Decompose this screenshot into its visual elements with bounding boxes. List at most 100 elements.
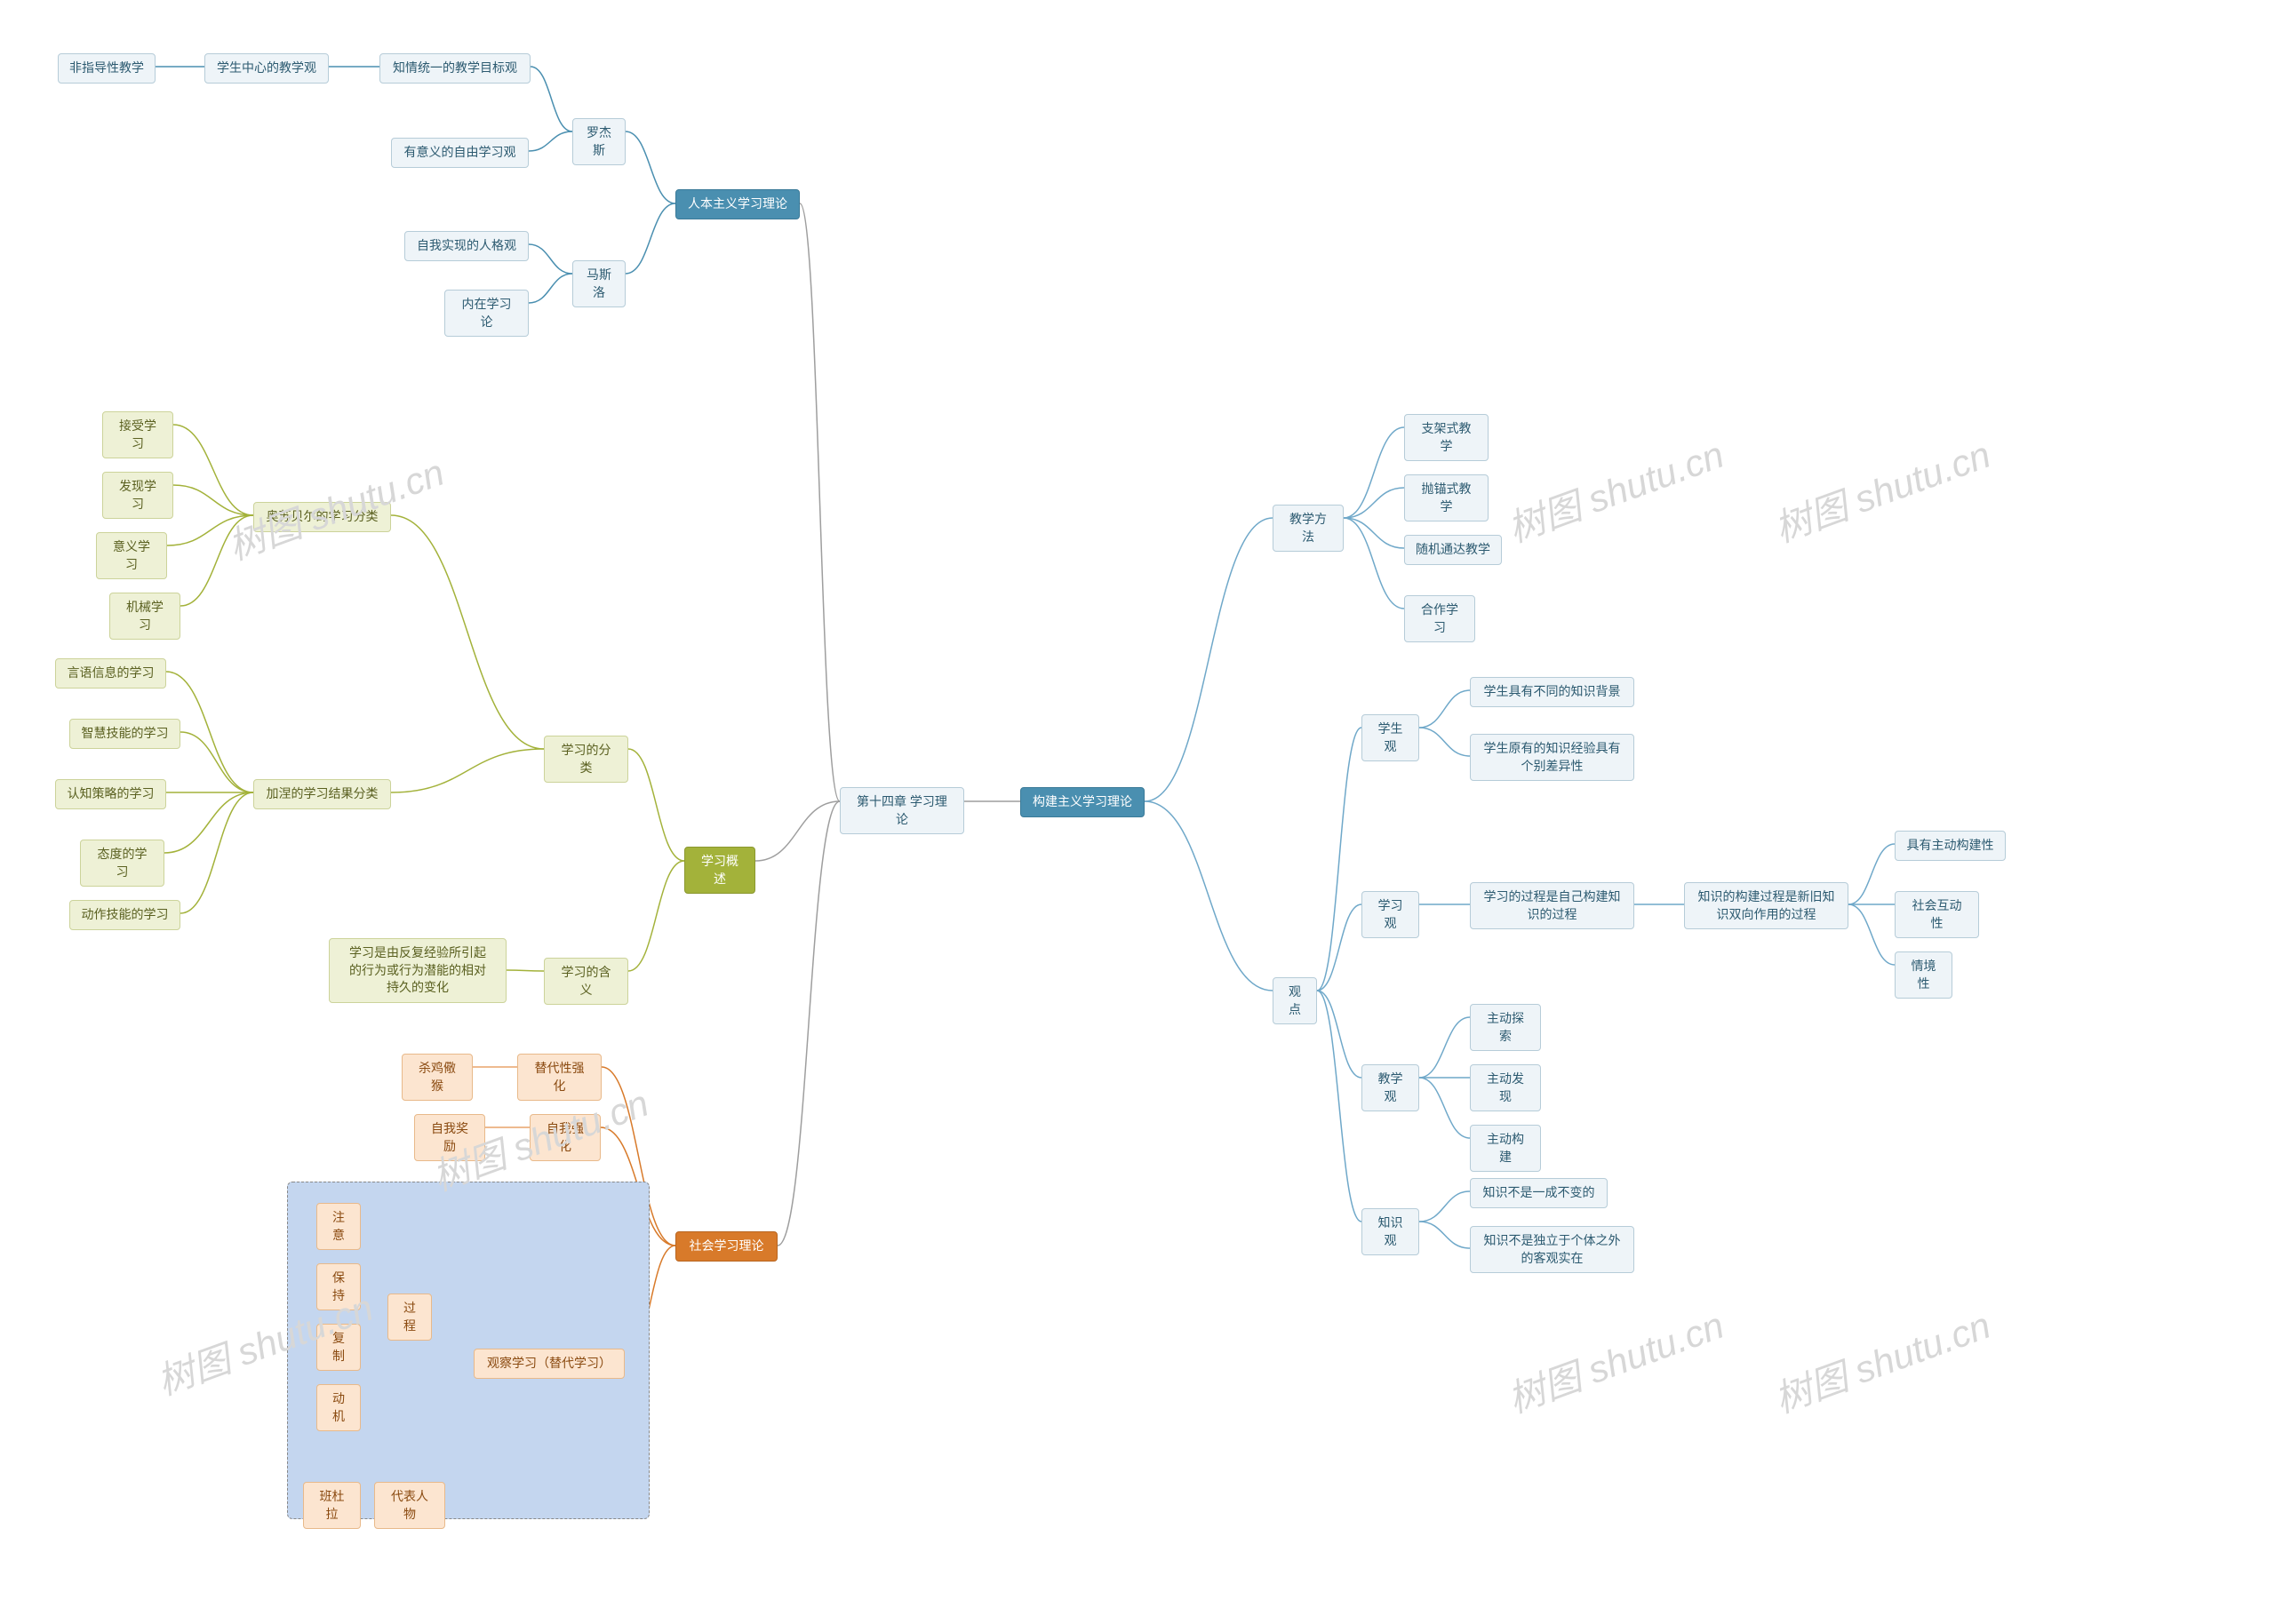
- link-construct-viewpoint: [1145, 801, 1273, 991]
- node-process: 过程: [387, 1294, 432, 1341]
- watermark: 树图 shutu.cn: [1766, 425, 1997, 553]
- node-self: 自我强化: [530, 1114, 601, 1161]
- node-rep: 代表人物: [374, 1482, 445, 1529]
- node-tm1: 支架式教学: [1404, 414, 1489, 461]
- node-kn1: 知识不是一成不变的: [1470, 1178, 1608, 1208]
- node-p3: 复制: [316, 1324, 361, 1371]
- link-gagne-ga2: [180, 732, 253, 792]
- watermark: 树图 shutu.cn: [1766, 1295, 1997, 1423]
- node-tm3: 随机通达教学: [1404, 535, 1502, 565]
- node-meaning: 学习的含义: [544, 958, 628, 1005]
- node-tc3: 主动构建: [1470, 1125, 1541, 1172]
- node-humanism: 人本主义学习理论: [675, 189, 800, 219]
- link-viewpoint-vp_teach: [1317, 991, 1361, 1078]
- node-rog2: 有意义的自由学习观: [391, 138, 529, 168]
- link-vp_know-kn1: [1419, 1191, 1470, 1222]
- node-gagne: 加涅的学习结果分类: [253, 779, 391, 809]
- link-vp_teach-tc1: [1419, 1017, 1470, 1078]
- node-rog1_1: 学生中心的教学观: [204, 53, 329, 84]
- link-maslow-mas1: [529, 244, 572, 274]
- node-ausubel: 奥苏贝尔的学习分类: [253, 502, 391, 532]
- watermark: 树图 shutu.cn: [1499, 1295, 1730, 1423]
- link-viewpoint-vp_learn: [1317, 904, 1361, 991]
- node-vp_know: 知识观: [1361, 1208, 1419, 1255]
- node-teachmeth: 教学方法: [1273, 505, 1344, 552]
- node-ln2: 知识的构建过程是新旧知 识双向作用的过程: [1684, 882, 1848, 929]
- node-mas1: 自我实现的人格观: [404, 231, 529, 261]
- link-ln2-ln2a: [1848, 844, 1895, 904]
- node-category: 学习的分类: [544, 736, 628, 783]
- link-teachmeth-tm2: [1344, 488, 1404, 518]
- link-ausubel-au3: [167, 515, 253, 545]
- node-ga3: 认知策略的学习: [55, 779, 166, 809]
- link-ln2-ln2c: [1848, 904, 1895, 965]
- link-maslow-mas2: [529, 274, 572, 303]
- node-vp_student: 学生观: [1361, 714, 1419, 761]
- link-root-humanism: [800, 203, 840, 801]
- node-meaning1: 学习是由反复经验所引起 的行为或行为潜能的相对 持久的变化: [329, 938, 507, 1003]
- link-viewpoint-vp_student: [1317, 728, 1361, 991]
- link-rogers-rog1: [531, 67, 572, 131]
- node-p4: 动机: [316, 1384, 361, 1431]
- node-vp_learn: 学习观: [1361, 891, 1419, 938]
- node-obs: 观察学习（替代学习）: [474, 1349, 625, 1379]
- link-gagne-ga4: [164, 792, 253, 853]
- node-ln2a: 具有主动构建性: [1895, 831, 2006, 861]
- link-rogers-rog2: [529, 131, 572, 151]
- link-ausubel-au2: [173, 485, 253, 515]
- node-maslow: 马斯洛: [572, 260, 626, 307]
- link-ausubel-au4: [180, 515, 253, 606]
- node-au1: 接受学习: [102, 411, 173, 458]
- link-ausubel-au1: [173, 425, 253, 515]
- node-au4: 机械学习: [109, 593, 180, 640]
- node-vicar1: 杀鸡儆猴: [402, 1054, 473, 1101]
- link-humanism-rogers: [626, 131, 675, 203]
- link-category-gagne: [391, 749, 544, 792]
- node-vicar: 替代性强化: [517, 1054, 602, 1101]
- node-ln2b: 社会互动性: [1895, 891, 1979, 938]
- link-viewpoint-vp_know: [1317, 991, 1361, 1222]
- node-st2: 学生原有的知识经验具有 个别差异性: [1470, 734, 1634, 781]
- node-p1: 注意: [316, 1203, 361, 1250]
- node-rogers: 罗杰斯: [572, 118, 626, 165]
- link-construct-teachmeth: [1145, 518, 1273, 801]
- node-ga4: 态度的学习: [80, 840, 164, 887]
- link-overview-category: [628, 749, 684, 861]
- node-tm2: 抛锚式教学: [1404, 474, 1489, 521]
- link-vp_student-st1: [1419, 690, 1470, 728]
- node-rog1: 知情统一的教学目标观: [379, 53, 531, 84]
- node-st1: 学生具有不同的知识背景: [1470, 677, 1634, 707]
- node-ga1: 言语信息的学习: [55, 658, 166, 689]
- link-root-overview: [755, 801, 840, 861]
- node-au2: 发现学习: [102, 472, 173, 519]
- node-self1: 自我奖励: [414, 1114, 485, 1161]
- node-construct: 构建主义学习理论: [1020, 787, 1145, 817]
- node-vp_teach: 教学观: [1361, 1064, 1419, 1111]
- node-overview: 学习概述: [684, 847, 755, 894]
- node-bandura: 班杜拉: [303, 1482, 361, 1529]
- node-root: 第十四章 学习理论: [840, 787, 964, 834]
- node-tc2: 主动发现: [1470, 1064, 1541, 1111]
- node-ln2c: 情境性: [1895, 951, 1952, 999]
- link-vp_teach-tc3: [1419, 1078, 1470, 1138]
- node-kn2: 知识不是独立于个体之外 的客观实在: [1470, 1226, 1634, 1273]
- link-teachmeth-tm4: [1344, 518, 1404, 609]
- node-ln1: 学习的过程是自己构建知 识的过程: [1470, 882, 1634, 929]
- link-vp_know-kn2: [1419, 1222, 1470, 1248]
- link-teachmeth-tm3: [1344, 518, 1404, 548]
- link-overview-meaning: [628, 861, 684, 971]
- node-rog1_2: 非指导性教学: [58, 53, 156, 84]
- link-meaning-meaning1: [507, 970, 544, 971]
- watermark: 树图 shutu.cn: [1499, 425, 1730, 553]
- node-tm4: 合作学习: [1404, 595, 1475, 642]
- node-ga5: 动作技能的学习: [69, 900, 180, 930]
- link-gagne-ga5: [180, 792, 253, 913]
- node-tc1: 主动探索: [1470, 1004, 1541, 1051]
- link-category-ausubel: [391, 515, 544, 749]
- node-viewpoint: 观点: [1273, 977, 1317, 1024]
- node-au3: 意义学习: [96, 532, 167, 579]
- link-humanism-maslow: [626, 203, 675, 274]
- node-p2: 保持: [316, 1263, 361, 1310]
- node-ga2: 智慧技能的学习: [69, 719, 180, 749]
- node-mas2: 内在学习论: [444, 290, 529, 337]
